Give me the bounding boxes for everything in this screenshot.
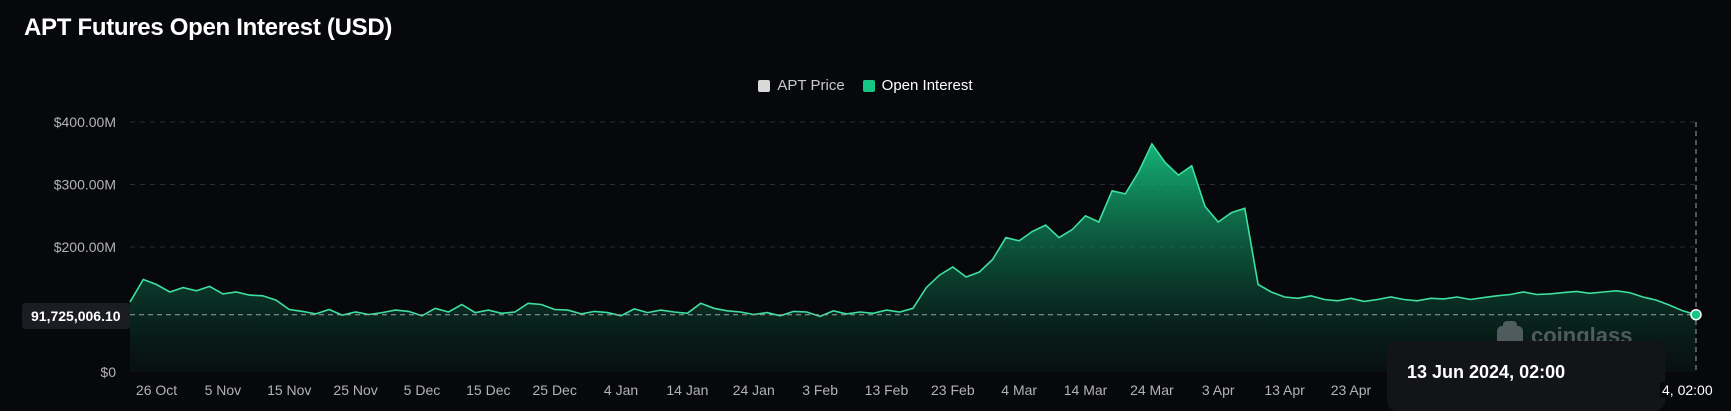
x-tick-label: 14 Mar bbox=[1064, 382, 1108, 398]
x-tick-label: 13 Apr bbox=[1264, 382, 1305, 398]
x-tick-label: 23 Feb bbox=[931, 382, 975, 398]
chart-legend: APT Price Open Interest bbox=[0, 77, 1731, 94]
open-interest-area bbox=[130, 143, 1696, 372]
crosshair-value-badge: 91,725,006.10 bbox=[22, 303, 130, 329]
y-tick-label: $300.00M bbox=[54, 177, 116, 193]
x-tick-label: 4 Jan bbox=[604, 382, 638, 398]
crosshair-point bbox=[1690, 308, 1702, 321]
x-tick-label: 15 Nov bbox=[267, 382, 311, 398]
x-tick-label: 5 Nov bbox=[205, 382, 242, 398]
crosshair-x-label: 4, 02:00 bbox=[1660, 382, 1713, 398]
chart-title: APT Futures Open Interest (USD) bbox=[24, 14, 393, 41]
x-tick-label: 24 Jan bbox=[733, 382, 775, 398]
legend-item-apt-price[interactable]: APT Price bbox=[758, 77, 845, 94]
x-tick-label: 26 Oct bbox=[136, 382, 177, 398]
legend-label-open-interest: Open Interest bbox=[881, 77, 973, 94]
legend-swatch-open-interest bbox=[862, 79, 875, 92]
legend-swatch-apt-price bbox=[758, 79, 771, 92]
y-tick-label: $0 bbox=[100, 364, 116, 380]
x-tick-label: 4 Mar bbox=[1001, 382, 1037, 398]
y-axis: $0 $200.00M $300.00M $400.00M bbox=[54, 114, 116, 380]
x-tick-label: 3 Feb bbox=[802, 382, 838, 398]
x-tick-label: 14 Jan bbox=[666, 382, 708, 398]
x-tick-label: 13 Feb bbox=[865, 382, 909, 398]
x-tick-label: 5 Dec bbox=[404, 382, 441, 398]
crosshair-tooltip: 13 Jun 2024, 02:00 bbox=[1387, 341, 1665, 411]
x-tick-label: 3 Apr bbox=[1202, 382, 1235, 398]
open-interest-line bbox=[129, 142, 1697, 318]
grid-lines bbox=[130, 121, 1696, 248]
x-tick-label: 25 Dec bbox=[532, 382, 576, 398]
x-axis: 26 Oct 5 Nov 15 Nov 25 Nov 5 Dec 15 Dec 25 Dec… bbox=[136, 382, 1372, 398]
x-tick-label: 23 Apr bbox=[1331, 382, 1372, 398]
x-tick-label: 24 Mar bbox=[1130, 382, 1174, 398]
y-tick-label: $400.00M bbox=[54, 114, 116, 130]
legend-item-open-interest[interactable]: Open Interest bbox=[862, 77, 973, 94]
x-tick-label: 15 Dec bbox=[466, 382, 510, 398]
legend-label-apt-price: APT Price bbox=[777, 77, 845, 94]
x-tick-label: 25 Nov bbox=[333, 382, 377, 398]
y-tick-label: $200.00M bbox=[54, 239, 116, 255]
tooltip-date: 13 Jun 2024, 02:00 bbox=[1407, 362, 1566, 382]
